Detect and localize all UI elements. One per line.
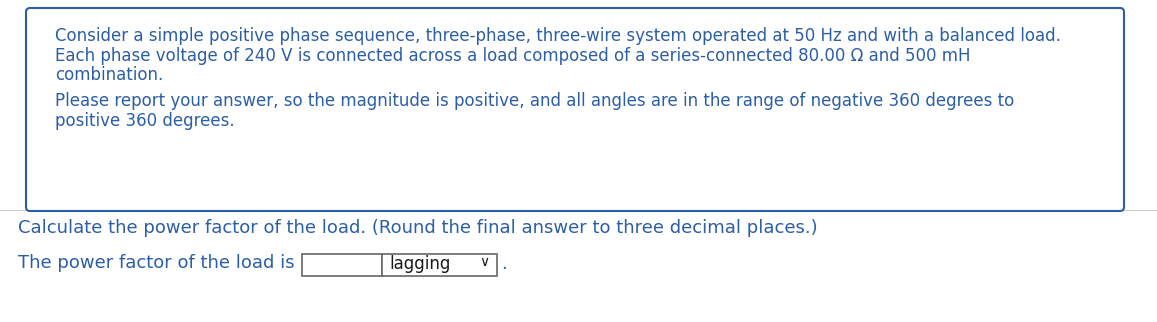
Text: lagging: lagging <box>389 255 450 273</box>
Text: Each phase voltage of 240 V is connected across a load composed of a series-conn: Each phase voltage of 240 V is connected… <box>56 47 971 65</box>
Text: .: . <box>501 255 507 273</box>
Text: positive 360 degrees.: positive 360 degrees. <box>56 112 235 130</box>
Text: Calculate the power factor of the load. (Round the final answer to three decimal: Calculate the power factor of the load. … <box>19 219 818 237</box>
FancyBboxPatch shape <box>25 8 1123 211</box>
Text: Consider a simple positive phase sequence, three-phase, three-wire system operat: Consider a simple positive phase sequenc… <box>56 27 1061 45</box>
Text: Please report your answer, so the magnitude is positive, and all angles are in t: Please report your answer, so the magnit… <box>56 92 1015 110</box>
Bar <box>382 254 498 276</box>
Text: combination.: combination. <box>56 66 163 84</box>
Text: The power factor of the load is: The power factor of the load is <box>19 254 295 272</box>
Bar <box>302 254 382 276</box>
Text: ∨: ∨ <box>479 255 489 269</box>
